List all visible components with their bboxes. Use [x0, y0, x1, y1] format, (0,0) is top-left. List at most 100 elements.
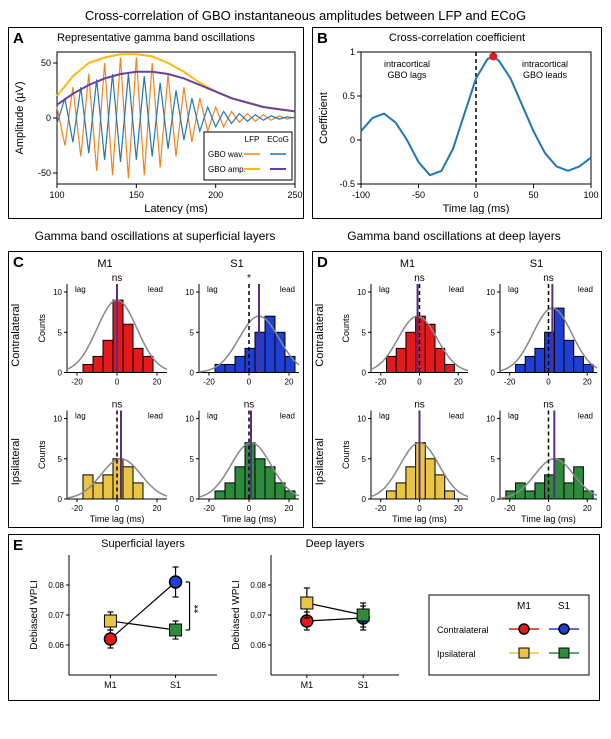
svg-text:5: 5: [58, 455, 63, 464]
svg-text:Contralateral: Contralateral: [437, 625, 489, 635]
svg-text:10: 10: [53, 288, 62, 297]
svg-text:0.07: 0.07: [48, 611, 64, 620]
panel-c: C M1S1ContralateralIpsilateral-200200510…: [8, 251, 304, 528]
svg-text:Counts: Counts: [37, 440, 47, 469]
svg-text:0.08: 0.08: [250, 581, 266, 590]
panel-a-chart: 100150200250-50050Latency (ms)Amplitude …: [9, 44, 303, 214]
svg-text:20: 20: [285, 504, 294, 513]
svg-text:Contralateral: Contralateral: [314, 304, 326, 367]
svg-text:M1: M1: [104, 680, 117, 690]
svg-text:10: 10: [185, 415, 194, 424]
svg-text:-20: -20: [203, 504, 215, 513]
svg-text:100: 100: [49, 190, 64, 200]
svg-text:10: 10: [185, 288, 194, 297]
svg-text:GBO wav.: GBO wav.: [208, 150, 244, 159]
panel-b-chart: -100-50050100-0.500.51Time lag (ms)Coeff…: [313, 44, 601, 214]
svg-text:-50: -50: [38, 168, 51, 178]
svg-text:S1: S1: [358, 680, 369, 690]
svg-text:20: 20: [454, 504, 463, 513]
panel-label-d: D: [317, 254, 328, 271]
svg-text:20: 20: [583, 504, 592, 513]
svg-text:ns: ns: [414, 400, 425, 411]
svg-text:lead: lead: [280, 412, 295, 421]
svg-text:1: 1: [350, 47, 355, 57]
svg-text:0: 0: [546, 504, 551, 513]
svg-text:5: 5: [190, 455, 195, 464]
svg-text:lead: lead: [280, 285, 295, 294]
svg-text:lead: lead: [148, 285, 163, 294]
svg-text:S1: S1: [230, 258, 243, 270]
panel-d: D M1S1ContralateralIpsilateral-200200510…: [312, 251, 602, 528]
svg-text:0: 0: [362, 369, 367, 378]
svg-text:-20: -20: [504, 504, 516, 513]
svg-text:50: 50: [41, 58, 51, 68]
svg-text:lag: lag: [75, 412, 86, 421]
svg-text:0: 0: [491, 495, 496, 504]
svg-text:10: 10: [53, 415, 62, 424]
svg-text:20: 20: [285, 378, 294, 387]
svg-text:Time lag (ms): Time lag (ms): [443, 203, 510, 214]
svg-text:S1: S1: [558, 601, 571, 612]
svg-text:**: **: [193, 604, 205, 613]
svg-text:S1: S1: [530, 258, 543, 270]
svg-text:Superficial layers: Superficial layers: [101, 538, 185, 550]
panel-label-b: B: [317, 30, 328, 47]
svg-text:lead: lead: [449, 285, 464, 294]
svg-text:lag: lag: [207, 412, 218, 421]
svg-text:LFP: LFP: [245, 135, 260, 144]
svg-text:10: 10: [357, 288, 366, 297]
svg-text:-20: -20: [71, 378, 83, 387]
svg-text:0: 0: [46, 113, 51, 123]
svg-text:GBO amp.: GBO amp.: [208, 165, 246, 174]
svg-text:Debiased WPLI: Debiased WPLI: [29, 580, 40, 649]
svg-text:20: 20: [153, 504, 162, 513]
panel-e: E 0.060.070.08M1S1Superficial layersDebi…: [8, 534, 600, 701]
svg-text:ns: ns: [112, 400, 123, 411]
svg-text:0: 0: [247, 378, 252, 387]
svg-text:-20: -20: [71, 504, 83, 513]
panel-c-chart: M1S1ContralateralIpsilateral-200200510ns…: [9, 252, 303, 527]
svg-text:lag: lag: [379, 285, 390, 294]
svg-text:lag: lag: [508, 412, 519, 421]
svg-text:M1: M1: [301, 680, 314, 690]
svg-text:lead: lead: [148, 412, 163, 421]
svg-text:lead: lead: [449, 412, 464, 421]
svg-text:20: 20: [454, 378, 463, 387]
svg-text:250: 250: [287, 190, 302, 200]
panel-a: A Representative gamma band oscillations…: [8, 27, 304, 219]
svg-text:0: 0: [417, 378, 422, 387]
svg-text:0.08: 0.08: [48, 581, 64, 590]
svg-text:lead: lead: [578, 285, 593, 294]
svg-text:-20: -20: [203, 378, 215, 387]
main-title: Cross-correlation of GBO instantaneous a…: [8, 8, 603, 23]
svg-text:ns: ns: [414, 273, 425, 284]
svg-text:20: 20: [153, 378, 162, 387]
svg-text:10: 10: [486, 415, 495, 424]
section-title-deep: Gamma band oscillations at deep layers: [310, 229, 598, 243]
panel-e-chart: 0.06 0.07 0.08 M1 S1 Superficial layers Debias…: [9, 535, 599, 700]
svg-text:50: 50: [528, 190, 538, 200]
svg-text:Time lag (ms): Time lag (ms): [222, 514, 277, 524]
panel-a-title: Representative gamma band oscillations: [9, 28, 303, 44]
svg-text:0: 0: [247, 504, 252, 513]
svg-text:0: 0: [546, 378, 551, 387]
svg-text:0.06: 0.06: [250, 641, 266, 650]
svg-text:5: 5: [58, 328, 63, 337]
panel-b: B Cross-correlation coefficient -100-500…: [312, 27, 602, 219]
svg-text:S1: S1: [170, 680, 181, 690]
svg-text:-100: -100: [352, 190, 370, 200]
svg-text:Ipsilateral: Ipsilateral: [10, 438, 22, 485]
svg-text:0: 0: [491, 369, 496, 378]
svg-text:100: 100: [583, 190, 598, 200]
svg-text:-50: -50: [412, 190, 425, 200]
svg-text:-20: -20: [504, 378, 516, 387]
svg-text:Counts: Counts: [341, 313, 351, 342]
svg-text:0: 0: [417, 504, 422, 513]
svg-text:5: 5: [362, 455, 367, 464]
svg-text:Time lag (ms): Time lag (ms): [90, 514, 145, 524]
svg-text:*: *: [247, 273, 251, 284]
svg-text:Time lag (ms): Time lag (ms): [392, 514, 447, 524]
svg-text:intracortical: intracortical: [384, 59, 430, 69]
svg-text:-0.5: -0.5: [339, 179, 355, 189]
svg-text:ns: ns: [543, 273, 554, 284]
